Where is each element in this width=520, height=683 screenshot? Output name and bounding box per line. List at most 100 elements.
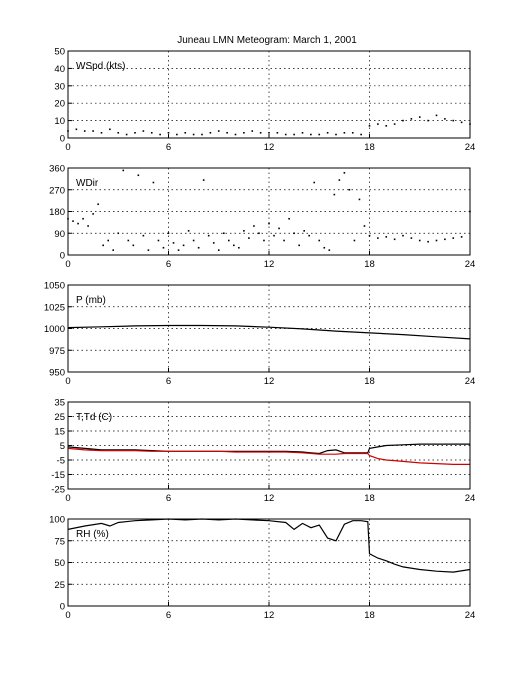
x-tick-label: 0 <box>65 493 70 504</box>
x-tick-label: 0 <box>65 376 70 387</box>
wdir-point <box>348 188 351 191</box>
pressure-series-line-1 <box>67 324 471 340</box>
wspd-point <box>301 131 304 134</box>
x-tick-label: 12 <box>264 493 275 504</box>
wspd-point <box>410 118 413 120</box>
wspd-point <box>427 119 429 122</box>
wdir-point <box>444 238 446 241</box>
wdir-point <box>313 181 316 184</box>
wdir-point <box>377 237 379 239</box>
wdir-point <box>87 225 89 227</box>
panel-wdir: 0 6 12 18 24 0 90 180 270 360 WDir <box>49 164 475 271</box>
wdir-point <box>217 249 220 251</box>
wdir-label: WDir <box>76 178 99 189</box>
x-tick-label: 24 <box>465 259 476 270</box>
wspd-point <box>109 128 111 131</box>
wdir-point <box>77 222 79 225</box>
wspd-point <box>385 125 388 127</box>
wspd-point <box>293 133 295 136</box>
y-tick-label: 360 <box>49 164 65 175</box>
y-tick-label: 0 <box>60 602 65 613</box>
wdir-point <box>358 198 361 201</box>
wdir-point <box>283 239 285 242</box>
figure-title: Juneau LMN Meteogram: March 1, 2001 <box>177 35 357 46</box>
wspd-point <box>268 131 270 134</box>
wdir-point <box>222 232 225 235</box>
y-tick-label: 100 <box>49 515 65 526</box>
wspd-point <box>310 133 312 136</box>
wdir-point <box>308 234 310 237</box>
wspd-point <box>452 119 455 122</box>
wspd-point <box>150 131 153 134</box>
panel-temp-dewpoint: 0 6 12 18 24 -25 -15 -5 5 15 25 35 T,Td (C) <box>51 398 475 505</box>
wspd-point <box>176 133 178 136</box>
plot-frame <box>67 284 471 373</box>
wspd-point <box>142 130 145 132</box>
wdir-point <box>368 234 371 237</box>
wspd-point <box>444 118 446 120</box>
wspd-point <box>100 131 103 134</box>
wspd-point <box>259 131 262 134</box>
x-tick-label: 18 <box>364 493 375 504</box>
wdir-point <box>248 237 250 239</box>
x-tick-label: 6 <box>166 493 171 504</box>
wdir-point <box>363 225 366 227</box>
wspd-point <box>92 130 94 132</box>
wdir-point <box>328 249 331 251</box>
plot-frame <box>67 167 471 256</box>
wspd-point <box>125 133 128 136</box>
wdir-point <box>162 246 165 249</box>
x-tick-label: 18 <box>364 610 375 621</box>
wspd-point <box>217 130 220 132</box>
y-tick-label: 950 <box>49 368 65 379</box>
y-tick-label: 180 <box>49 207 65 218</box>
wdir-point <box>268 222 270 225</box>
wdir-point <box>333 193 336 196</box>
wdir-point <box>427 240 429 243</box>
panel-pressure: 0 6 12 18 24 950 975 1000 1025 1050 P (mb) <box>44 281 475 388</box>
wspd-point <box>234 133 237 136</box>
wdir-point <box>228 239 230 242</box>
wdir-point <box>182 244 185 247</box>
wspd-point <box>201 133 203 136</box>
wdir-point <box>243 230 245 232</box>
x-tick-label: 12 <box>264 259 275 270</box>
rh-series-line-1 <box>67 518 471 573</box>
x-tick-label: 6 <box>166 610 171 621</box>
y-tick-label: 0 <box>60 251 65 262</box>
wspd-label: WSpd (kts) <box>76 61 125 72</box>
wdir-point <box>253 225 255 227</box>
wspd-point <box>284 133 287 136</box>
y-tick-label: 10 <box>54 116 65 127</box>
x-tick-label: 12 <box>264 376 275 387</box>
wdir-point <box>122 169 125 172</box>
wdir-point <box>167 232 170 235</box>
wspd-point <box>276 131 279 134</box>
wdir-point <box>212 242 215 244</box>
y-tick-label: 270 <box>49 185 65 196</box>
wdir-point <box>137 174 140 177</box>
wdir-point <box>102 244 104 247</box>
wspd-point <box>360 133 362 136</box>
wspd-point <box>75 128 78 131</box>
wdir-point <box>402 234 404 237</box>
y-tick-label: 40 <box>54 64 65 75</box>
x-tick-label: 18 <box>364 259 375 270</box>
x-tick-label: 6 <box>166 142 171 153</box>
wdir-point <box>172 242 175 244</box>
wdir-point <box>353 239 356 242</box>
wdir-point <box>107 239 109 242</box>
wdir-point <box>82 217 84 220</box>
wspd-point <box>243 131 245 134</box>
y-tick-label: 1050 <box>44 281 65 292</box>
x-tick-label: 6 <box>166 259 171 270</box>
y-tick-label: 30 <box>54 81 65 92</box>
wdir-point <box>410 237 413 239</box>
wspd-point <box>226 131 228 134</box>
y-tick-label: 50 <box>54 47 65 58</box>
wdir-point <box>318 239 321 242</box>
x-tick-label: 18 <box>364 142 375 153</box>
wdir-point <box>323 246 326 249</box>
wspd-point <box>368 125 371 127</box>
